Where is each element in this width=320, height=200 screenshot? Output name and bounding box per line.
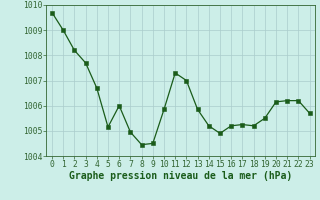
X-axis label: Graphe pression niveau de la mer (hPa): Graphe pression niveau de la mer (hPa) — [69, 171, 292, 181]
